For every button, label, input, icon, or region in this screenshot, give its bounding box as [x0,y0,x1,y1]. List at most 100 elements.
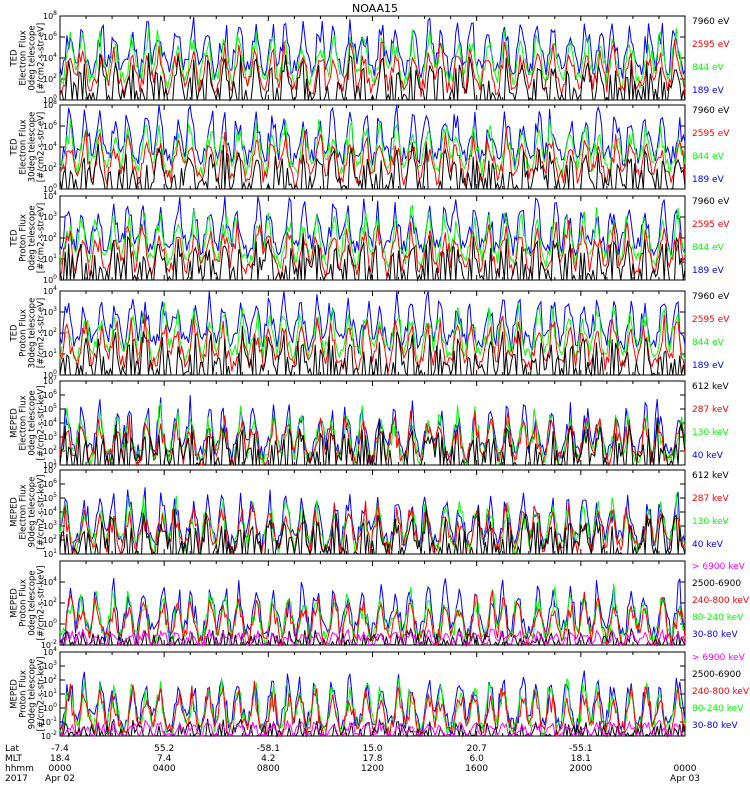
y-tick-label: 107 [43,375,57,386]
x-tick-label: -7.4 [51,744,69,754]
legend-entry: 7960 eV [692,17,730,27]
y-axis-label: [#/cm2-s-str-eV] [37,298,47,368]
y-tick-label: 104 [43,646,57,657]
legend-entry: 2500-6900 [692,670,741,680]
y-axis-label: MEPED [10,679,20,709]
trace-red [59,314,686,373]
y-tick-label: 103 [43,520,57,531]
legend-entry: 80-240 keV [692,613,744,623]
figure-title: NOAA15 [352,2,398,15]
y-tick-label: 102 [43,445,57,456]
trace-blue [59,487,686,553]
trace-green [59,302,686,363]
trace-green [59,119,686,179]
legend-entry: 612 keV [692,471,729,481]
legend-entry: 2500-6900 [692,579,741,589]
y-axis-label: [#/cm2-s-str-eV] [37,23,47,93]
y-tick-label: 104 [43,190,57,201]
legend-entry: 189 eV [692,86,725,96]
trace-blue [59,16,686,80]
x-tick-label: 17.8 [362,754,382,764]
legend-entry: > 6900 keV [692,653,746,663]
y-tick-label: 100 [43,618,57,629]
y-tick-label: 106 [43,31,57,42]
legend-entry: 287 keV [692,405,729,415]
y-tick-label: 102 [43,162,57,173]
y-tick-label: 105 [43,492,57,503]
y-tick-label: 100 [43,274,57,285]
y-tick-label: 10-2 [41,730,57,741]
trace-magenta [59,719,686,738]
trace-black [59,52,686,102]
y-tick-label: 108 [43,99,57,110]
x-tick-label: Apr 03 [670,774,700,784]
legend-entry: 612 keV [692,382,729,392]
x-tick-label: -55.1 [569,744,592,754]
y-tick-label: 104 [43,141,57,152]
y-tick-label: 106 [43,120,57,131]
y-tick-label: 103 [43,660,57,671]
y-tick-label: 100 [43,369,57,380]
x-tick-label: 4.2 [261,754,275,764]
y-tick-label: 104 [43,285,57,296]
y-axis-label: MEPED [10,588,20,618]
x-tick-label: 0400 [153,764,176,774]
legend-entry: 844 eV [692,243,725,253]
legend-entry: > 6900 keV [692,562,746,572]
trace-red [59,680,686,738]
legend-entry: 7960 eV [692,292,730,302]
y-tick-label: 100 [43,94,57,105]
trace-red [59,590,686,647]
y-tick-label: 10-1 [41,716,57,727]
y-tick-label: 102 [43,327,57,338]
x-tick-label: 0000 [49,764,72,774]
legend-entry: 844 eV [692,338,725,348]
legend-entry: 7960 eV [692,197,730,207]
x-tick-label: 7.4 [157,754,172,764]
legend-entry: 844 eV [692,152,725,162]
y-axis-label: [#/cm2-s-str-keV] [37,475,47,550]
legend-entry: 844 eV [692,63,725,73]
y-tick-label: 103 [43,431,57,442]
y-tick-label: 102 [43,73,57,84]
x-tick-label: 1600 [465,764,488,774]
y-axis-label: Proton Flux [19,214,29,262]
y-tick-label: 104 [43,506,57,517]
legend-entry: 240-800 keV [692,687,750,697]
y-axis-label: TED [10,49,20,68]
x-row-label: Lat [5,744,20,754]
trace-black [59,507,686,556]
legend-entry: 40 keV [692,451,724,461]
trace-black [59,325,686,377]
plot-frame [59,560,686,646]
y-tick-label: 102 [43,597,57,608]
x-tick-label: 18.4 [50,754,70,764]
trace-black [59,142,686,191]
legend-entry: 287 keV [692,494,729,504]
y-tick-label: 103 [43,211,57,222]
x-tick-label: Apr 02 [45,774,75,784]
y-tick-label: 105 [43,403,57,414]
y-axis-label: TED [10,229,20,248]
trace-red [59,127,686,187]
y-tick-label: 102 [43,674,57,685]
y-axis-label: 0deg telescope [28,390,38,455]
y-axis-label: [#/cm2-s-str-keV] [37,566,47,641]
y-axis-label: [#/cm2-s-str-eV] [37,203,47,273]
legend-entry: 7960 eV [692,106,730,116]
y-axis-label: [#/cm2-s-str-keV] [37,386,47,461]
x-tick-label: 6.0 [470,754,485,764]
trace-blue [59,196,686,259]
legend-entry: 130 keV [692,428,729,438]
y-axis-label: Electron Flux [19,484,29,539]
x-tick-label: 20.7 [467,744,487,754]
y-tick-label: 104 [43,52,57,63]
legend-entry: 2595 eV [692,315,730,325]
legend-entry: 2595 eV [692,220,730,230]
trace-magenta [59,628,686,646]
y-axis-label: Proton Flux [19,670,29,718]
y-axis-label: 0deg telescope [28,570,38,635]
trace-red [59,410,686,467]
y-axis-label: Proton Flux [19,309,29,357]
